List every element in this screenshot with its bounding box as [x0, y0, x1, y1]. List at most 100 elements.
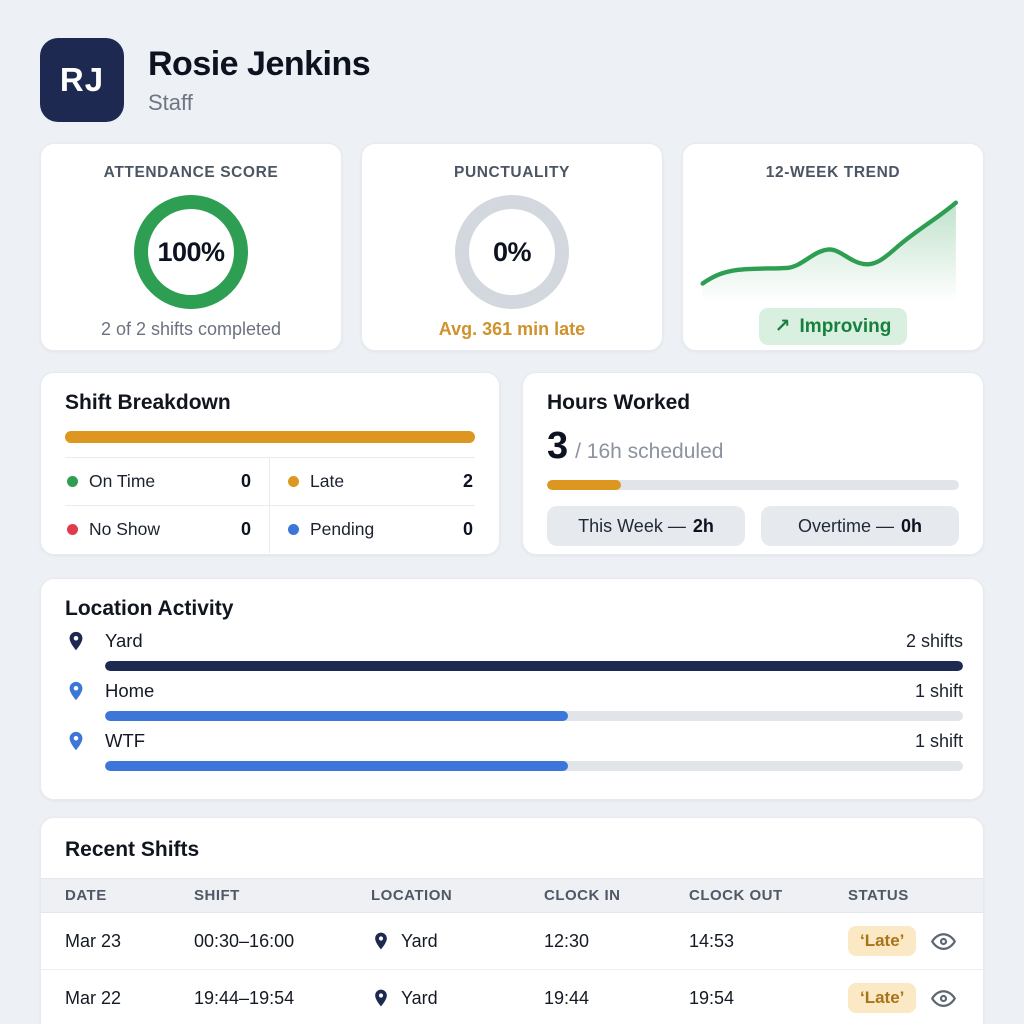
overtime-label: Overtime —	[797, 515, 894, 536]
late-label: Late	[310, 471, 345, 491]
punctuality-value: 0%	[492, 236, 532, 267]
col-date: DATE	[65, 887, 107, 904]
pending-dot-icon	[288, 524, 299, 535]
attendance-score-subtitle: 2 of 2 shifts completed	[100, 319, 282, 339]
punctuality-subtitle: Avg. 361 min late	[438, 319, 586, 339]
eye-icon	[930, 989, 957, 1007]
on-time-value: 0	[240, 471, 251, 491]
trend-line	[700, 200, 958, 286]
recent-shifts-card: Recent Shifts DATE SHIFT LOCATION CLOCK …	[40, 817, 984, 1024]
location-bar	[105, 761, 569, 771]
this-week-chip: This Week — 2h	[547, 506, 745, 546]
location-rows: Yard 2 shifts Home 1 shift	[65, 630, 963, 771]
shift-breakdown-grid: On Time 0 Late 2 No Show 0 Pending 0	[65, 457, 475, 553]
recent-shifts-header-row: DATE SHIFT LOCATION CLOCK IN CLOCK OUT S…	[41, 878, 983, 913]
location-row-wtf: WTF 1 shift	[65, 730, 963, 771]
trend-title: 12-WEEK TREND	[765, 164, 901, 181]
avatar: RJ	[40, 38, 124, 122]
location-row-head: WTF 1 shift	[105, 730, 963, 752]
trend-sparkline-chart	[700, 200, 958, 302]
trend-status-badge: ↗ Improving	[758, 308, 908, 345]
location-row-yard: Yard 2 shifts	[65, 630, 963, 671]
pending-label: Pending	[310, 519, 375, 539]
this-week-value: 2h	[692, 515, 714, 536]
location-activity-title: Location Activity	[65, 597, 234, 620]
cell-clock-out: 14:53	[689, 930, 735, 951]
cell-location: Yard	[371, 988, 544, 1009]
on-time-dot-icon	[67, 476, 78, 487]
hours-worked-title: Hours Worked	[547, 391, 691, 414]
breakdown-late: Late 2	[270, 457, 475, 505]
hours-scheduled-label: / 16h scheduled	[575, 440, 724, 463]
map-pin-icon	[375, 989, 387, 1007]
eye-icon	[930, 932, 957, 950]
profile-header: RJ Rosie Jenkins Staff	[40, 38, 984, 122]
view-shift-button[interactable]	[928, 926, 959, 957]
status-badge: ‘Late’	[848, 926, 917, 956]
cell-location: Yard	[371, 931, 544, 952]
punctuality-title: PUNCTUALITY	[454, 164, 570, 181]
this-week-label: This Week —	[578, 515, 686, 536]
attendance-score-title: ATTENDANCE SCORE	[103, 164, 279, 181]
trend-badge-label: Improving	[799, 315, 892, 337]
breakdown-on-time: On Time 0	[65, 457, 270, 505]
cell-clock-in: 19:44	[544, 987, 590, 1008]
location-activity-card: Location Activity Yard 2 shifts	[40, 578, 984, 800]
map-pin-icon	[375, 932, 387, 950]
location-shift-count: 2 shifts	[905, 630, 963, 651]
pending-value: 0	[462, 519, 473, 539]
cell-clock-out: 19:54	[689, 987, 735, 1008]
hours-progress-track	[547, 480, 959, 490]
location-bar-track	[105, 761, 963, 771]
middle-row: Shift Breakdown On Time 0 Late 2 No Show	[40, 372, 984, 555]
punctuality-ring: 0%	[455, 195, 569, 309]
hours-worked-value: 3	[547, 425, 568, 467]
location-name: WTF	[105, 730, 146, 751]
breakdown-no-show: No Show 0	[65, 505, 270, 553]
attendance-score-value: 100%	[157, 236, 225, 267]
location-name: Yard	[105, 630, 143, 651]
map-pin-icon	[65, 730, 105, 752]
location-shift-count: 1 shift	[914, 680, 963, 701]
cell-location-name: Yard	[401, 930, 438, 951]
view-shift-button[interactable]	[928, 983, 959, 1014]
cell-status: ‘Late’	[848, 983, 959, 1014]
table-row: Mar 23 00:30–16:00 Yard 12:30 14:53 ‘Lat…	[41, 913, 983, 970]
shift-breakdown-bar	[65, 431, 475, 443]
recent-shifts-title: Recent Shifts	[65, 838, 200, 861]
hours-worked-headline: 3 / 16h scheduled	[547, 425, 959, 468]
location-bar-track	[105, 711, 963, 721]
hours-chips: This Week — 2h Overtime — 0h	[547, 506, 959, 546]
location-row-head: Yard 2 shifts	[105, 630, 963, 652]
late-value: 2	[462, 471, 473, 491]
col-status: STATUS	[848, 887, 909, 904]
location-row-home: Home 1 shift	[65, 680, 963, 721]
col-shift: SHIFT	[194, 887, 240, 904]
trend-area	[702, 202, 956, 302]
location-bar-track	[105, 661, 963, 671]
attendance-score-card: ATTENDANCE SCORE 100% 2 of 2 shifts comp…	[40, 143, 342, 351]
no-show-label: No Show	[89, 519, 161, 539]
location-row-head: Home 1 shift	[105, 680, 963, 702]
breakdown-pending: Pending 0	[270, 505, 475, 553]
table-row: Mar 22 19:44–19:54 Yard 19:44 19:54 ‘Lat…	[41, 970, 983, 1024]
profile-info: Rosie Jenkins Staff	[148, 44, 371, 116]
page-title: Rosie Jenkins	[148, 44, 371, 83]
cell-date: Mar 23	[65, 930, 122, 951]
punctuality-card: PUNCTUALITY 0% Avg. 361 min late	[361, 143, 663, 351]
on-time-label: On Time	[89, 471, 156, 491]
cell-clock-in: 12:30	[544, 930, 590, 951]
col-clock-in: CLOCK IN	[544, 887, 621, 904]
hours-progress-fill	[547, 480, 622, 490]
overtime-chip: Overtime — 0h	[761, 506, 959, 546]
location-bar	[105, 711, 569, 721]
shift-breakdown-title: Shift Breakdown	[65, 391, 231, 414]
map-pin-icon	[65, 680, 105, 702]
profile-role: Staff	[148, 89, 193, 115]
shift-breakdown-bar-track	[65, 431, 475, 443]
cell-location-name: Yard	[401, 987, 438, 1008]
cell-status: ‘Late’	[848, 926, 959, 957]
hours-worked-card: Hours Worked 3 / 16h scheduled This Week…	[522, 372, 984, 555]
attendance-score-ring: 100%	[134, 195, 248, 309]
